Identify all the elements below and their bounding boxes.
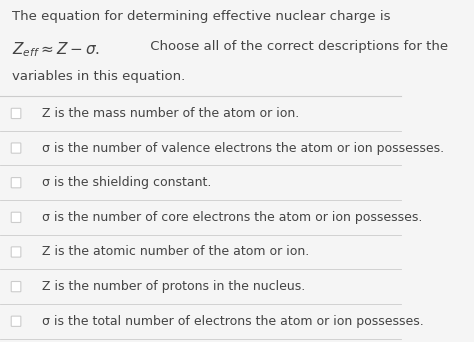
Text: variables in this equation.: variables in this equation. <box>12 70 185 83</box>
Text: σ is the number of valence electrons the atom or ion possesses.: σ is the number of valence electrons the… <box>42 142 444 155</box>
Text: Z is the atomic number of the atom or ion.: Z is the atomic number of the atom or io… <box>42 246 310 259</box>
Text: Z is the mass number of the atom or ion.: Z is the mass number of the atom or ion. <box>42 107 299 120</box>
FancyBboxPatch shape <box>11 281 21 292</box>
FancyBboxPatch shape <box>11 212 21 223</box>
Text: Choose all of the correct descriptions for the: Choose all of the correct descriptions f… <box>146 40 448 53</box>
Text: $Z_{eff} \approx Z - \sigma$.: $Z_{eff} \approx Z - \sigma$. <box>12 40 100 59</box>
Text: σ is the total number of electrons the atom or ion possesses.: σ is the total number of electrons the a… <box>42 315 424 328</box>
Text: The equation for determining effective nuclear charge is: The equation for determining effective n… <box>12 10 391 23</box>
Text: Z is the number of protons in the nucleus.: Z is the number of protons in the nucleu… <box>42 280 305 293</box>
FancyBboxPatch shape <box>11 247 21 257</box>
Text: σ is the number of core electrons the atom or ion possesses.: σ is the number of core electrons the at… <box>42 211 422 224</box>
FancyBboxPatch shape <box>11 316 21 326</box>
FancyBboxPatch shape <box>11 108 21 119</box>
Text: σ is the shielding constant.: σ is the shielding constant. <box>42 176 211 189</box>
FancyBboxPatch shape <box>11 143 21 153</box>
FancyBboxPatch shape <box>11 177 21 188</box>
